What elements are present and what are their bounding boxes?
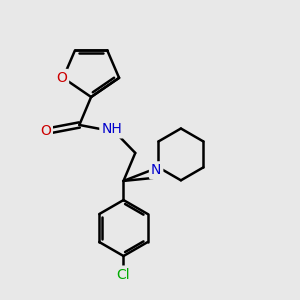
Text: O: O [56,71,67,85]
Text: Cl: Cl [117,268,130,281]
Text: O: O [40,124,51,138]
Text: NH: NH [101,122,122,136]
Text: N: N [151,163,161,177]
